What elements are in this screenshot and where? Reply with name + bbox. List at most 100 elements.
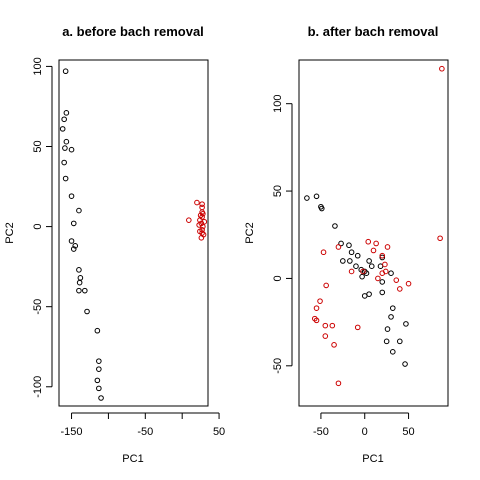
panel-a-x-axis-label: PC1: [122, 453, 143, 465]
panel-a-data-point: [62, 145, 68, 151]
panel-b-data-point: [379, 270, 386, 276]
panel-b-data-point: [318, 205, 325, 212]
panel-a-data-point: [72, 243, 79, 249]
panel-a-data-point: [199, 204, 205, 211]
panel-a-data-point: [96, 385, 102, 392]
panel-b-y-axis: -50 0 50 100: [272, 95, 293, 374]
panel-a-data-point: [68, 238, 75, 244]
panel-b-y-tick-label: -50: [272, 358, 284, 374]
panel-a-data-point: [68, 193, 75, 199]
panel-b-data-point: [348, 268, 355, 275]
panel-a-data-point: [61, 159, 67, 166]
panel-a-data-point: [63, 138, 70, 145]
panel-a-data-point: [63, 110, 70, 116]
panel-a-data-point: [76, 279, 83, 286]
panel-a-x-axis: -150 -50 50: [61, 412, 225, 438]
panel-b-data-point: [322, 333, 329, 339]
panel-a-data-point: [194, 199, 200, 206]
panel-b-data-point: [353, 263, 359, 270]
panel-b-data-point: [348, 249, 355, 256]
panel-b-data-point: [379, 279, 386, 285]
panel-a-data-point: [84, 308, 90, 315]
panel-a-data-point: [82, 287, 88, 294]
panel-a-data-point: [198, 235, 205, 241]
panel-b-data-point: [335, 380, 342, 387]
panel-a-data-point: [98, 395, 104, 401]
panel-b-data-point: [405, 280, 412, 287]
panel-a-data-point: [70, 246, 77, 252]
panel-a-data-point: [200, 223, 206, 230]
panel-b-data-point: [332, 223, 338, 229]
panel-b-x-tick-label: -50: [313, 426, 329, 438]
panel-b-data-point: [323, 282, 329, 289]
panel-b-data-point: [322, 322, 329, 329]
panel-a-data-point: [77, 275, 84, 281]
panel-b-y-tick-label: 0: [272, 275, 284, 281]
panel-b-data-point: [396, 286, 403, 292]
panel-b-data-point: [402, 361, 408, 367]
panel-b-data-point: [384, 244, 391, 250]
panel-a-data-point: [68, 146, 75, 153]
panel-b-data-point: [335, 244, 342, 250]
panel-b-data-point: [365, 238, 372, 245]
panel-b-data-point: [340, 258, 346, 264]
panel-b-data-point: [354, 324, 361, 331]
panel-b-x-axis-label: PC1: [362, 453, 383, 465]
panel-a-data-point: [96, 366, 102, 372]
panel-b-data-point: [384, 326, 391, 332]
panel-b-data-point: [346, 242, 352, 249]
panel-b-data-point: [403, 321, 409, 327]
panel-b-data-point: [368, 263, 375, 270]
panel-b-data-point: [354, 252, 361, 259]
panel-a-y-tick-label: -100: [32, 376, 44, 398]
panel-a-data-point: [199, 201, 205, 207]
panel-b-data-point: [313, 193, 320, 200]
panel-b-x-tick-label: 0: [362, 426, 368, 438]
panel-b-points: [304, 65, 445, 387]
panel-a-y-tick-label: -50: [32, 299, 44, 315]
panel-a-y-tick-label: 50: [32, 140, 44, 152]
panel-b-data-point: [388, 314, 394, 320]
panel-a-data-point: [59, 126, 66, 132]
panel-b-y-axis-label: PC2: [244, 222, 256, 243]
panel-b-data-point: [382, 261, 388, 268]
panel-b-data-point: [379, 252, 386, 259]
panel-a-data-point: [76, 207, 82, 214]
panel-b-data-point: [393, 277, 400, 283]
panel-b-data-point: [389, 349, 396, 355]
panel-b-data-point: [331, 342, 337, 348]
panel-b-data-point: [320, 249, 327, 256]
panel-b-data-point: [370, 247, 377, 254]
panel-a-data-point: [94, 327, 101, 334]
panel-a-y-axis-label: PC2: [4, 222, 16, 243]
panel-b-data-point: [347, 258, 353, 264]
panel-b-data-point: [379, 254, 386, 261]
panel-b-data-point: [437, 235, 443, 242]
panel-b-data-point: [317, 298, 323, 304]
panel-a-data-point: [70, 220, 77, 227]
panel-b-plot-frame: [298, 59, 449, 407]
panel-b-data-point: [375, 275, 381, 282]
panel-a-title: a. before bach removal: [62, 24, 204, 39]
panel-a-data-point: [62, 175, 69, 182]
panel-b-data-point: [304, 195, 310, 201]
panel-b-data-point: [313, 317, 320, 324]
panel-b-x-axis: -50 0 50: [313, 412, 415, 438]
panel-b-data-point: [366, 258, 372, 264]
panel-b-x-tick-label: 50: [402, 426, 414, 438]
panel-b-data-point: [389, 305, 396, 311]
panel-b-data-point: [313, 305, 320, 311]
panel-a-x-tick-label: 50: [213, 426, 225, 438]
panel-a-plot-frame: [58, 59, 209, 407]
panel-a-data-point: [76, 287, 82, 294]
panel-a-data-point: [62, 68, 69, 75]
panel-a-data-point: [61, 116, 67, 123]
panel-a-y-tick-label: 100: [32, 57, 44, 75]
panel-a-x-tick-label: -50: [137, 426, 153, 438]
panel-a-y-axis: -100 -50 0 50 100: [32, 57, 53, 398]
panel-a-before-batch-removal: a. before bach removal -150 -50 50 -100 -50…: [4, 24, 225, 465]
panel-b-data-point: [329, 322, 336, 329]
panel-b-data-point: [439, 65, 445, 72]
panel-a-y-tick-label: 0: [32, 224, 44, 230]
